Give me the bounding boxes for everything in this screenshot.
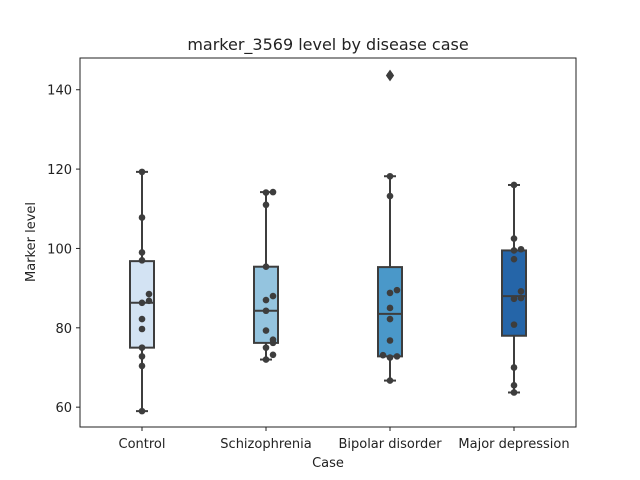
y-tick-label: 120 — [47, 163, 72, 178]
x-tick-label: Schizophrenia — [220, 437, 311, 452]
y-axis-label: Marker level — [24, 202, 39, 282]
data-point — [262, 189, 270, 196]
y-tick-label: 100 — [47, 242, 72, 257]
y-axis: 60 80 100 120 140 — [47, 84, 80, 416]
data-point — [138, 344, 146, 351]
data-point — [386, 172, 394, 180]
data-point — [517, 288, 525, 295]
data-point — [138, 325, 146, 333]
y-tick-label: 140 — [47, 84, 72, 99]
data-point — [517, 294, 525, 302]
data-point — [510, 255, 518, 263]
data-point — [138, 299, 146, 307]
data-point — [510, 364, 518, 371]
data-point — [262, 356, 270, 363]
data-point — [510, 382, 518, 389]
data-point — [269, 336, 277, 344]
x-tick-label: Major depression — [458, 437, 569, 452]
data-point — [386, 192, 394, 200]
data-point — [510, 235, 518, 242]
data-point — [510, 321, 518, 328]
data-point — [386, 304, 394, 312]
data-point — [138, 362, 146, 370]
data-point — [379, 351, 387, 359]
data-point — [393, 353, 401, 360]
data-point — [386, 354, 394, 361]
data-point — [517, 245, 525, 253]
data-point — [393, 286, 401, 294]
data-point — [269, 292, 277, 300]
data-point — [510, 295, 518, 303]
box-plots — [129, 69, 527, 413]
data-point — [138, 168, 146, 176]
plot-frame — [79, 57, 577, 428]
data-point — [269, 188, 277, 196]
data-point — [138, 353, 146, 360]
data-point — [262, 344, 270, 351]
data-point — [138, 315, 146, 323]
data-point — [386, 315, 394, 323]
data-point — [510, 389, 518, 396]
data-point — [510, 247, 518, 254]
data-point — [145, 290, 153, 298]
x-tick-label: Control — [119, 437, 166, 452]
chart-title: marker_3569 level by disease case — [187, 35, 468, 55]
data-point — [386, 289, 394, 297]
data-point — [138, 407, 146, 415]
box-3 — [377, 69, 403, 382]
box-2 — [253, 191, 279, 361]
data-points — [138, 72, 525, 415]
data-point — [138, 257, 146, 264]
y-tick-label: 80 — [55, 322, 72, 337]
data-point — [262, 296, 270, 304]
data-point — [262, 263, 270, 271]
x-tick-label: Bipolar disorder — [338, 437, 442, 452]
data-point — [138, 249, 146, 256]
data-point — [138, 214, 146, 221]
data-point — [262, 201, 270, 209]
data-point — [262, 307, 270, 315]
data-point — [145, 297, 153, 305]
data-point — [386, 337, 394, 344]
data-point — [510, 181, 518, 189]
x-axis-label: Case — [312, 456, 344, 471]
data-point — [386, 377, 394, 384]
x-axis: Control Schizophrenia Bipolar disorder Majo… — [119, 427, 570, 452]
y-tick-label: 60 — [55, 401, 72, 416]
data-point — [262, 327, 270, 334]
data-point — [386, 72, 394, 79]
data-point — [269, 351, 277, 359]
